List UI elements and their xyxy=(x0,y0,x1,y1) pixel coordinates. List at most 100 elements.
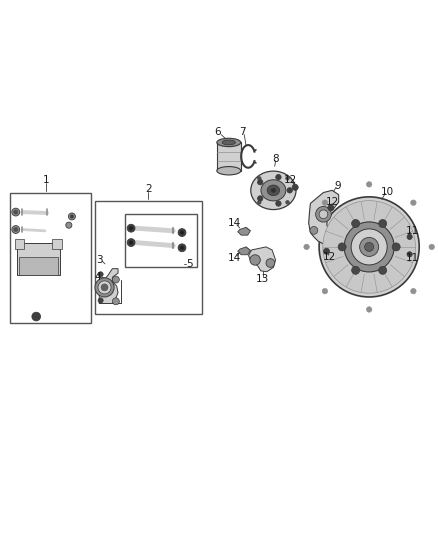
Text: 5: 5 xyxy=(186,259,193,269)
Circle shape xyxy=(407,235,412,239)
Text: 1: 1 xyxy=(43,175,49,185)
Polygon shape xyxy=(249,247,276,272)
Circle shape xyxy=(129,226,133,230)
Circle shape xyxy=(95,278,114,297)
Circle shape xyxy=(266,259,275,268)
Text: 12: 12 xyxy=(325,197,339,207)
Circle shape xyxy=(310,227,318,235)
Ellipse shape xyxy=(267,185,279,196)
Circle shape xyxy=(316,206,331,222)
Polygon shape xyxy=(99,269,118,303)
Ellipse shape xyxy=(271,188,276,192)
Text: 11: 11 xyxy=(406,226,419,236)
Circle shape xyxy=(14,210,18,214)
Circle shape xyxy=(32,312,41,321)
Ellipse shape xyxy=(365,243,374,252)
Circle shape xyxy=(352,266,360,274)
Text: 2: 2 xyxy=(145,184,152,194)
Circle shape xyxy=(429,244,434,249)
Ellipse shape xyxy=(261,180,286,201)
Text: 12: 12 xyxy=(284,175,297,185)
Circle shape xyxy=(407,252,412,257)
Circle shape xyxy=(287,188,293,193)
Circle shape xyxy=(68,213,75,220)
Text: 11: 11 xyxy=(406,253,419,263)
Circle shape xyxy=(127,239,135,246)
Circle shape xyxy=(14,228,18,232)
Ellipse shape xyxy=(351,229,387,265)
Ellipse shape xyxy=(319,197,419,297)
Circle shape xyxy=(12,225,20,233)
Circle shape xyxy=(411,288,416,294)
Circle shape xyxy=(286,200,289,204)
Circle shape xyxy=(127,224,135,232)
Circle shape xyxy=(323,248,329,254)
Text: 10: 10 xyxy=(381,187,395,197)
Circle shape xyxy=(292,184,298,190)
Text: 6: 6 xyxy=(214,127,221,138)
Ellipse shape xyxy=(251,171,296,209)
Circle shape xyxy=(66,222,72,228)
Ellipse shape xyxy=(360,237,379,256)
Circle shape xyxy=(367,306,372,312)
Ellipse shape xyxy=(323,200,416,293)
Circle shape xyxy=(322,288,328,294)
Circle shape xyxy=(304,244,309,249)
Ellipse shape xyxy=(222,140,235,145)
Circle shape xyxy=(180,230,184,235)
Text: 3: 3 xyxy=(96,255,103,265)
Text: 14: 14 xyxy=(228,253,241,263)
Text: 12: 12 xyxy=(322,252,336,262)
Ellipse shape xyxy=(344,222,394,272)
Polygon shape xyxy=(309,190,339,244)
Circle shape xyxy=(113,298,119,305)
Circle shape xyxy=(258,176,261,180)
Circle shape xyxy=(258,180,263,185)
Text: 8: 8 xyxy=(272,154,279,164)
Text: 13: 13 xyxy=(256,273,269,284)
Circle shape xyxy=(258,200,261,204)
Ellipse shape xyxy=(217,166,241,175)
Circle shape xyxy=(319,210,328,219)
Text: 7: 7 xyxy=(239,127,245,138)
Polygon shape xyxy=(15,239,25,249)
Circle shape xyxy=(352,220,360,228)
Circle shape xyxy=(180,246,184,250)
Circle shape xyxy=(113,276,119,283)
Circle shape xyxy=(379,266,387,274)
Circle shape xyxy=(98,281,111,294)
Circle shape xyxy=(250,255,260,265)
Circle shape xyxy=(379,220,387,228)
Polygon shape xyxy=(52,239,62,249)
Circle shape xyxy=(178,229,186,237)
Circle shape xyxy=(276,174,281,180)
Circle shape xyxy=(322,200,328,205)
Circle shape xyxy=(286,176,289,180)
Circle shape xyxy=(367,182,372,187)
Polygon shape xyxy=(19,257,58,275)
Circle shape xyxy=(411,200,416,205)
Circle shape xyxy=(129,240,133,245)
Circle shape xyxy=(70,215,74,218)
Circle shape xyxy=(328,205,334,211)
Circle shape xyxy=(392,243,400,251)
Circle shape xyxy=(12,208,20,216)
Text: 14: 14 xyxy=(228,218,241,228)
Polygon shape xyxy=(238,228,251,235)
Circle shape xyxy=(101,284,108,291)
Bar xyxy=(10,192,91,323)
Bar xyxy=(125,214,197,266)
Polygon shape xyxy=(238,247,251,255)
Text: 9: 9 xyxy=(335,181,341,191)
Polygon shape xyxy=(17,243,60,275)
Text: 4: 4 xyxy=(95,272,101,282)
Circle shape xyxy=(178,244,186,252)
Circle shape xyxy=(98,272,103,277)
Circle shape xyxy=(258,196,263,201)
Circle shape xyxy=(98,298,103,303)
Circle shape xyxy=(276,201,281,206)
Polygon shape xyxy=(217,142,241,171)
Bar xyxy=(95,201,201,314)
Ellipse shape xyxy=(217,138,241,147)
Circle shape xyxy=(338,243,346,251)
